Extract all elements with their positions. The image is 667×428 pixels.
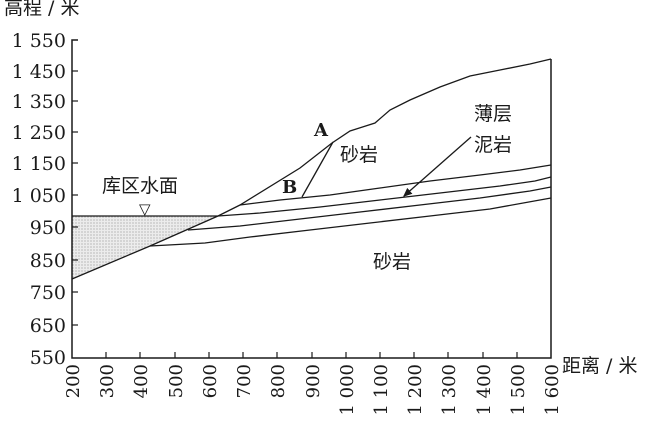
- geology-lines: [71, 58, 552, 280]
- y-tick-label: 1 450: [12, 61, 66, 83]
- x-tick-label: 800: [268, 364, 289, 398]
- point-a-label: A: [313, 120, 329, 141]
- y-axis-title: 高程 / 米: [4, 0, 79, 19]
- x-tick-label: 1 400: [474, 364, 495, 416]
- x-axis-title: 距离 / 米: [562, 355, 637, 377]
- y-ticks: [72, 70, 78, 326]
- y-tick-label: 950: [30, 217, 66, 239]
- x-tick-label: 200: [63, 364, 84, 398]
- y-tick-label: 1 050: [12, 185, 66, 207]
- x-ticks: [105, 352, 518, 358]
- lower-sandstone-label: 砂岩: [373, 251, 411, 273]
- reservoir-label: 库区水面: [102, 175, 178, 197]
- water-level-symbol: ▽: [139, 200, 151, 218]
- x-tick-label: 300: [97, 364, 118, 398]
- y-tick-label: 1 250: [12, 122, 66, 144]
- axes-frame: [71, 39, 552, 359]
- y-tick-label: 850: [30, 250, 66, 272]
- bedding-line-2: [217, 176, 552, 217]
- y-tick-label: 1 550: [12, 30, 66, 52]
- y-tick-label: 1 350: [12, 91, 66, 113]
- mudstone-label-line2: 泥岩: [474, 134, 512, 156]
- y-tick-label: 550: [30, 347, 66, 369]
- mudstone-arrow: [403, 136, 472, 197]
- y-tick-label: 750: [30, 282, 66, 304]
- x-tick-label: 700: [234, 364, 255, 398]
- bedding-line-3: [187, 186, 552, 231]
- x-tick-label: 500: [166, 364, 187, 398]
- x-tick-label: 1 200: [405, 364, 426, 416]
- point-b-label: B: [282, 177, 297, 198]
- x-tick-label: 900: [303, 364, 324, 398]
- y-tick-label: 650: [30, 315, 66, 337]
- x-tick-label: 1 600: [542, 364, 563, 416]
- x-tick-labels: 200 300 400 500 600 700 800 900 1 000 1 …: [63, 364, 563, 416]
- mudstone-label-line1: 薄层: [474, 103, 512, 125]
- upper-sandstone-label: 砂岩: [340, 144, 378, 166]
- fracture-line-ab: [301, 141, 334, 198]
- x-tick-label: 600: [200, 364, 221, 398]
- y-tick-label: 1 150: [12, 153, 66, 175]
- x-tick-label: 1 100: [371, 364, 392, 416]
- bedding-line-1: [239, 164, 552, 206]
- y-tick-labels: 1 550 1 450 1 350 1 250 1 150 1 050 950 …: [12, 30, 66, 369]
- bedding-line-4: [149, 197, 552, 247]
- x-tick-label: 1 300: [439, 364, 460, 416]
- x-tick-label: 1 000: [337, 364, 358, 416]
- ground-surface: [71, 58, 552, 280]
- x-tick-label: 400: [131, 364, 152, 398]
- x-tick-label: 1 500: [508, 364, 529, 416]
